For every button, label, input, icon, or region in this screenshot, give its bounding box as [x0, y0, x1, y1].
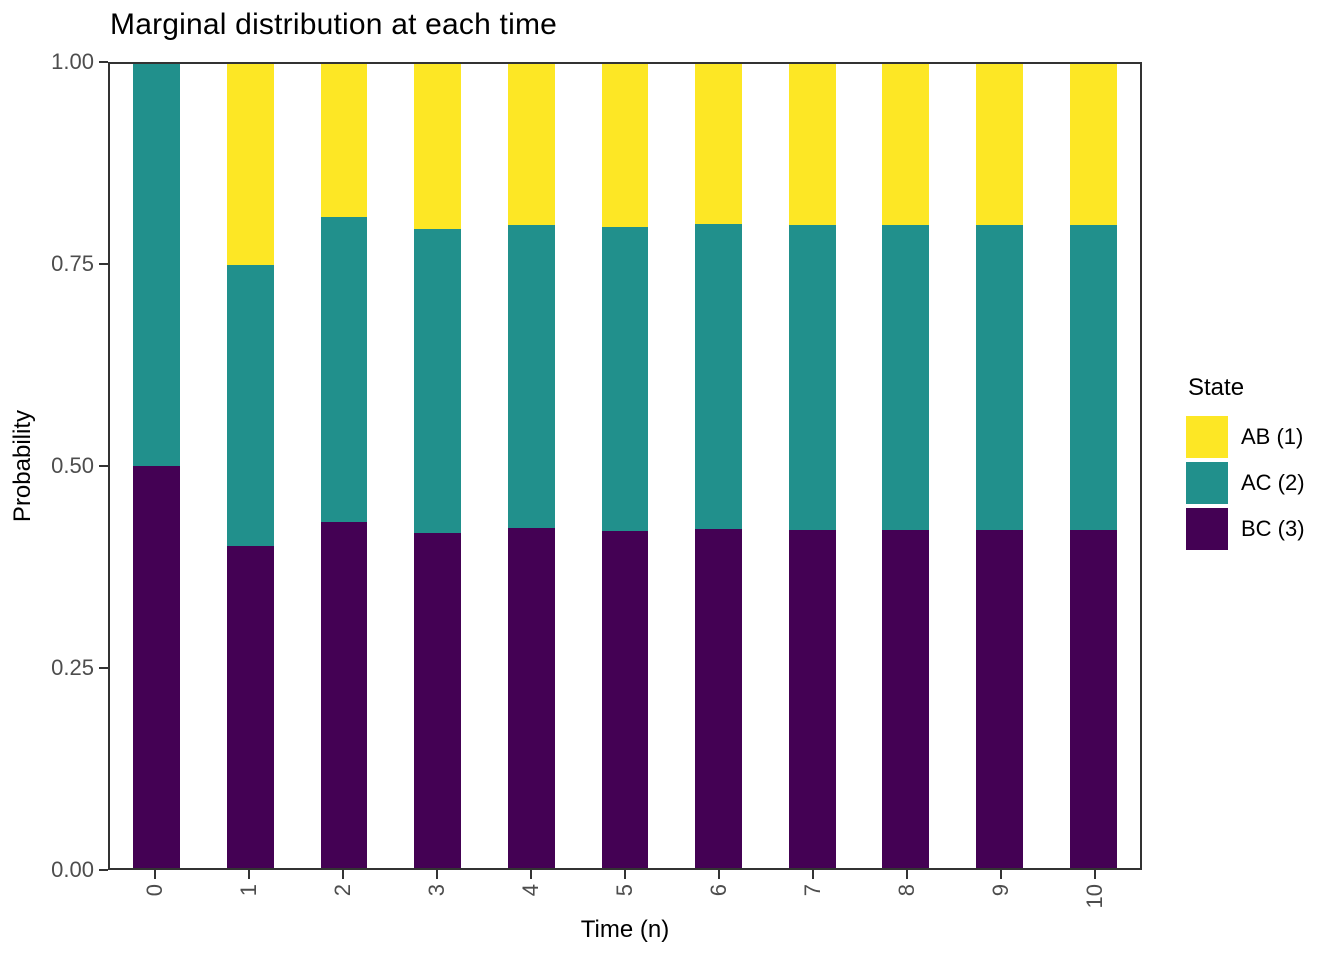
x-tick-mark: [624, 870, 626, 879]
bar-segment-ac-t2: [320, 216, 368, 523]
legend-item-label: AB (1): [1241, 424, 1304, 449]
x-axis-title: Time (n): [580, 916, 670, 943]
y-tick-mark: [99, 61, 108, 63]
bar-segment-bc-t9: [976, 529, 1023, 868]
x-tick-mark: [718, 870, 720, 879]
x-tick-mark: [530, 870, 532, 879]
bar-segment-bc-t7: [788, 529, 836, 868]
x-tick-label: 7: [799, 884, 825, 897]
bar-time-5: [601, 64, 649, 868]
bar-segment-ab-t3: [414, 64, 462, 229]
bar-segment-ab-t1: [227, 64, 274, 265]
x-tick-mark: [436, 870, 438, 879]
x-tick-label: 8: [893, 884, 919, 897]
bar-time-8: [882, 64, 930, 868]
bar-time-9: [976, 64, 1023, 868]
x-tick-label: 10: [1081, 884, 1107, 909]
y-tick-label: 0.75: [51, 251, 94, 276]
bar-segment-bc-t10: [1069, 529, 1117, 868]
x-tick-label: 9: [987, 884, 1013, 897]
x-tick-mark: [154, 870, 156, 879]
bar-segment-bc-t8: [882, 529, 930, 868]
x-tick-label: 1: [235, 884, 261, 897]
bar-segment-ac-t3: [414, 228, 462, 533]
chart-title: Marginal distribution at each time: [110, 8, 558, 41]
bar-segment-ab-t7: [788, 64, 836, 225]
legend-item-ab: AB (1): [1186, 416, 1305, 458]
y-axis-title: Probability: [9, 409, 36, 523]
legend-swatch: [1186, 462, 1228, 504]
y-tick-mark: [99, 465, 108, 467]
bar-segment-ab-t10: [1069, 64, 1117, 225]
y-tick-mark: [99, 667, 108, 669]
legend-item-ac: AC (2): [1186, 462, 1305, 504]
y-axis-title-wrap: Probability: [6, 62, 40, 870]
y-tick-label: 0.25: [51, 655, 94, 680]
x-tick-mark: [906, 870, 908, 879]
bar-segment-ab-t9: [976, 64, 1023, 225]
y-tick-label: 1.00: [51, 49, 94, 74]
legend-swatch: [1186, 508, 1228, 550]
bar-segment-ab-t8: [882, 64, 930, 225]
legend-swatch: [1186, 416, 1228, 458]
legend-rows: AB (1) AC (2) BC (3): [1186, 416, 1305, 550]
bar-segment-ac-t10: [1069, 224, 1117, 530]
bar-segment-bc-t2: [320, 522, 368, 868]
bar-segment-bc-t3: [414, 532, 462, 868]
bar-segment-bc-t4: [507, 527, 555, 868]
plot-panel: [108, 62, 1142, 870]
bar-time-3: [414, 64, 462, 868]
x-tick-mark: [1094, 870, 1096, 879]
y-tick-mark: [99, 869, 108, 871]
bar-segment-ac-t1: [227, 265, 274, 547]
bar-segment-bc-t1: [227, 546, 274, 868]
bar-segment-ac-t7: [788, 224, 836, 530]
x-tick-label: 3: [423, 884, 449, 897]
bar-time-6: [695, 64, 743, 868]
x-tick-label: 6: [705, 884, 731, 897]
x-tick-mark: [342, 870, 344, 879]
bar-segment-ac-t9: [976, 224, 1023, 530]
legend-item-bc: BC (3): [1186, 508, 1305, 550]
bar-segment-ab-t6: [695, 64, 743, 224]
legend: State AB (1) AC (2) BC (3): [1186, 374, 1305, 554]
y-tick-mark: [99, 263, 108, 265]
bar-time-7: [788, 64, 836, 868]
y-tick-label: 0.00: [51, 857, 94, 882]
bar-time-10: [1069, 64, 1117, 868]
x-tick-label: 5: [611, 884, 637, 897]
x-tick-mark: [248, 870, 250, 879]
bar-segment-ac-t4: [507, 224, 555, 528]
bar-segment-ac-t5: [601, 227, 649, 532]
bar-segment-ab-t2: [320, 64, 368, 217]
bar-segment-bc-t0: [133, 466, 181, 868]
y-tick-label: 0.50: [51, 453, 94, 478]
x-tick-mark: [812, 870, 814, 879]
bar-segment-ac-t6: [695, 223, 743, 529]
legend-item-label: BC (3): [1241, 516, 1305, 541]
bar-time-0: [133, 64, 181, 868]
bar-segment-ac-t8: [882, 224, 930, 530]
x-tick-label: 0: [141, 884, 167, 897]
x-tick-label: 4: [517, 884, 543, 897]
bar-time-1: [227, 64, 274, 868]
bar-segment-ab-t4: [507, 64, 555, 225]
bar-time-2: [320, 64, 368, 868]
bar-segment-bc-t6: [695, 528, 743, 868]
legend-item-label: AC (2): [1241, 470, 1305, 495]
bar-segment-ac-t0: [133, 64, 181, 466]
legend-title: State: [1188, 374, 1245, 401]
x-tick-label: 2: [329, 884, 355, 897]
bar-time-4: [507, 64, 555, 868]
bar-segment-bc-t5: [601, 531, 649, 868]
x-tick-mark: [1000, 870, 1002, 879]
bar-segment-ab-t5: [601, 64, 649, 228]
